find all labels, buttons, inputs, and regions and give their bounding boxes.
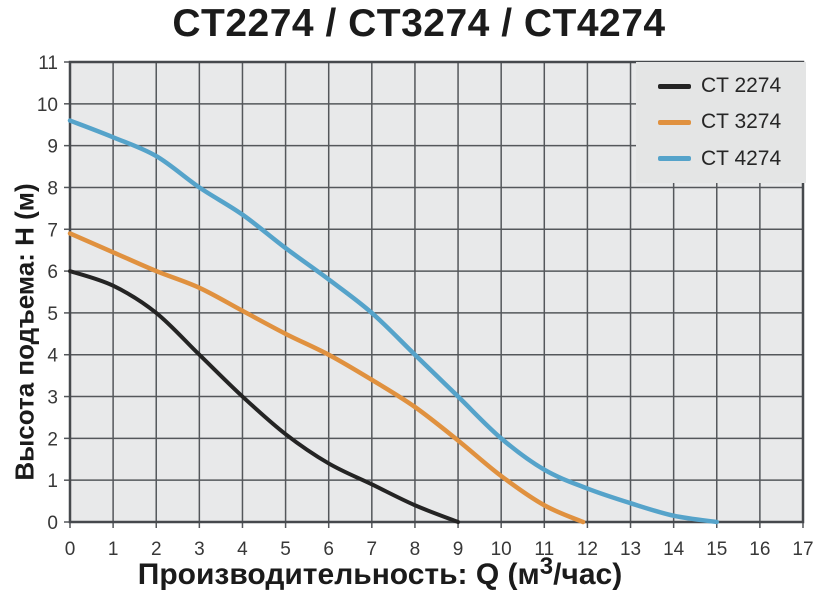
curve-ct-3274 (67, 231, 586, 525)
x-tick-label: 5 (280, 539, 291, 560)
legend-item: CT 4274 (636, 147, 806, 171)
legend-swatch-icon (658, 83, 691, 89)
x-tick-label: 1 (108, 539, 119, 560)
curve-ct-4274 (67, 118, 720, 525)
y-tick-label: 4 (47, 346, 58, 367)
x-tick-label: 3 (194, 539, 205, 560)
y-tick-label: 9 (47, 137, 58, 158)
x-tick-label: 2 (151, 539, 162, 560)
x-axis-title-superscript: 3 (539, 553, 554, 580)
y-tick-label: 8 (47, 178, 58, 199)
x-tick-label: 10 (491, 539, 512, 560)
x-tick-label: 17 (792, 539, 813, 560)
x-tick-label: 6 (323, 539, 334, 560)
x-axis-title-unit: /час) (553, 558, 623, 591)
legend-label: CT 4274 (701, 146, 782, 170)
x-tick-label: 0 (65, 539, 76, 560)
x-tick-label: 16 (749, 539, 770, 560)
y-tick-label: 3 (47, 388, 58, 409)
legend-swatch-icon (658, 156, 691, 162)
x-tick-label: 14 (663, 539, 685, 560)
y-tick-label: 1 (47, 471, 58, 492)
y-tick-label: 6 (47, 262, 58, 283)
x-tick-label: 13 (620, 539, 641, 560)
legend-swatch-icon (658, 119, 691, 125)
y-tick-label: 0 (47, 513, 58, 534)
legend: CT 2274 CT 3274 CT 4274 (636, 62, 806, 183)
legend-label: CT 3274 (701, 110, 782, 134)
y-tick-label: 5 (47, 304, 58, 325)
x-tick-label: 11 (534, 539, 554, 560)
legend-item: CT 2274 (636, 74, 806, 98)
chart-title: CT2274 / CT3274 / CT4274 (172, 2, 666, 45)
x-tick-label: 4 (237, 539, 248, 560)
curve-ct-2274 (68, 269, 461, 524)
x-axis-title-text: Производительность: Q (м (137, 558, 540, 591)
x-axis-title: Производительность: Q (м3/час) (137, 555, 623, 592)
x-tick-label: 12 (577, 539, 598, 560)
x-tick-label: 7 (367, 539, 378, 560)
x-tick-label: 8 (410, 539, 421, 560)
y-tick-label: 10 (37, 95, 58, 116)
x-tick-label: 9 (453, 539, 464, 560)
legend-label: CT 2274 (701, 74, 782, 98)
y-tick-label: 11 (38, 53, 58, 74)
plot-border (68, 60, 805, 524)
legend-item: CT 3274 (636, 110, 806, 134)
x-tick-label: 15 (706, 539, 727, 560)
y-axis-title: Высота подъема: H (м) (9, 183, 40, 481)
y-tick-label: 2 (47, 429, 58, 450)
y-tick-label: 7 (47, 220, 58, 241)
